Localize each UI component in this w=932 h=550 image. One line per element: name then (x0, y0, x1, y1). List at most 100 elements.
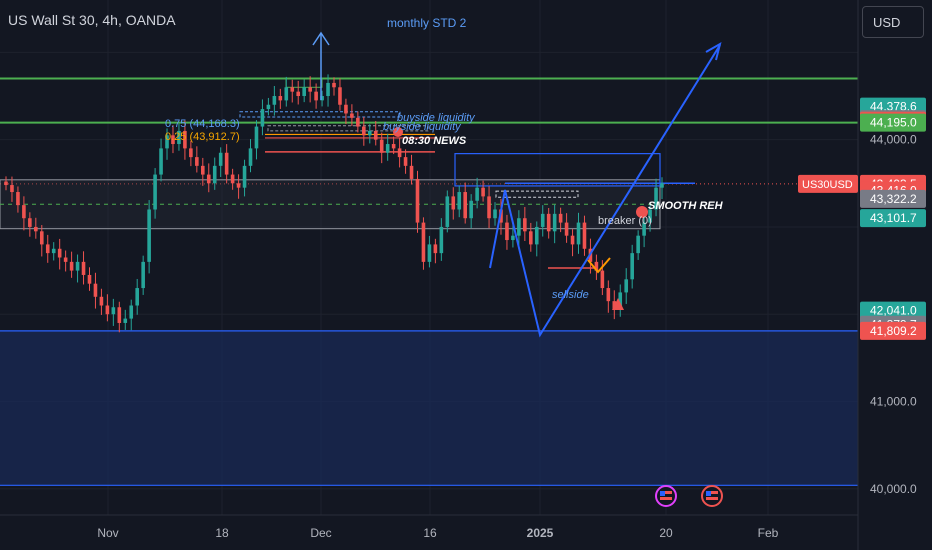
candle-body (564, 222, 569, 236)
candle-body (373, 130, 378, 140)
us-flag-event-icon[interactable] (655, 485, 677, 507)
candle-body (636, 235, 640, 254)
candle-body (183, 130, 187, 149)
candle-body (81, 261, 86, 275)
us-flag-event-icon[interactable] (701, 485, 723, 507)
flag-stripe (660, 491, 672, 494)
marker-triangle (612, 298, 624, 310)
axis-tick-label: 40,000.0 (870, 482, 917, 496)
candle-body (654, 187, 658, 210)
price-label-bg (860, 209, 926, 228)
price-label-bg (860, 301, 926, 320)
candle-body (356, 117, 360, 127)
candle-body (34, 226, 38, 232)
candle-body (320, 96, 324, 101)
breaker-box (495, 190, 579, 198)
candle-body (201, 165, 205, 175)
price-label-bg (860, 321, 926, 340)
monthly-std-label: monthly STD 2 (387, 16, 467, 30)
candle-body (290, 87, 295, 92)
buyside-liquidity-label: buyside liquidity (397, 112, 476, 124)
liquidity-box (239, 111, 401, 118)
candle-body (314, 91, 318, 101)
time-tick-label: Dec (310, 526, 331, 540)
price-label-text: 41,809.2 (870, 324, 917, 338)
candle-body (69, 261, 74, 271)
candle-body (415, 178, 420, 223)
candle-body (302, 87, 306, 97)
candle-body (642, 222, 646, 236)
candle-body (409, 165, 414, 179)
candle-body (481, 187, 485, 197)
candle-body (224, 152, 229, 175)
candle-body (141, 261, 145, 289)
breaker-label: breaker (0) (598, 215, 652, 227)
candle-body (206, 174, 211, 184)
marker-dot (393, 127, 403, 137)
price-axis: 44,000.041,000.040,000.044,378.644,235.9… (798, 0, 926, 550)
horizontal-levels (0, 77, 858, 185)
price-label-text: 44,195.0 (870, 116, 917, 130)
price-label-text: 43,101.7 (870, 211, 917, 225)
candle-body (439, 226, 444, 254)
candle-body (403, 157, 408, 166)
candle-body (75, 261, 80, 271)
candle-body (171, 135, 175, 145)
marker-dot (636, 206, 648, 218)
candle-body (534, 226, 539, 245)
flag-canton (706, 491, 711, 496)
candle-body (16, 192, 20, 206)
candle-body (308, 87, 312, 92)
demand-zone (0, 330, 858, 486)
candle-body (523, 218, 527, 232)
chart-title: US Wall St 30, 4h, OANDA (8, 12, 176, 28)
candle-body (594, 261, 599, 271)
candle-body (391, 144, 396, 149)
candle-body (618, 292, 623, 310)
candle-body (546, 213, 551, 232)
candle-body (338, 87, 342, 105)
time-tick-label: Nov (97, 526, 118, 540)
candle-body (189, 148, 193, 158)
axis-tick-label: 44,000.0 (870, 133, 917, 147)
candle-body (421, 222, 426, 262)
symbol-tag-text: US30USD (802, 179, 853, 191)
candle-body (624, 279, 629, 293)
candle-body (600, 270, 605, 289)
candle-body (242, 165, 247, 188)
sellside-label: sellside (552, 289, 589, 301)
candle-body (582, 222, 587, 249)
candle-body (123, 318, 128, 323)
smooth-reh-label: SMOOTH REH (648, 200, 724, 212)
currency-button[interactable]: USD (862, 6, 924, 38)
time-tick-label: 20 (659, 526, 673, 540)
candle-body (99, 296, 104, 306)
candle-body (463, 192, 467, 219)
candle-body (22, 205, 26, 219)
candle-body (248, 148, 253, 166)
candle-body (10, 185, 14, 193)
candle-body (135, 288, 139, 306)
candle-body (39, 231, 44, 245)
blue-box (454, 153, 661, 187)
buyside-liquidity-label-2: buyside liquidity (383, 121, 462, 133)
candle-body (445, 196, 450, 227)
candle-body (117, 307, 122, 323)
candle-body (457, 192, 462, 210)
event-icons[interactable] (655, 485, 723, 507)
candle-body (385, 144, 390, 153)
candle-body (326, 82, 330, 97)
candle-body (606, 288, 611, 302)
candle-body (493, 209, 497, 219)
trend-drawings (312, 31, 722, 338)
candle-body (28, 218, 32, 227)
candle-body (451, 196, 456, 210)
candle-body (111, 307, 116, 315)
candle-body (576, 222, 581, 245)
candle-body (660, 183, 664, 188)
candle-body (529, 231, 533, 245)
price-label-text: 42,041.0 (870, 304, 917, 318)
up-arrow-head (312, 31, 330, 46)
blue-zone (0, 330, 858, 486)
